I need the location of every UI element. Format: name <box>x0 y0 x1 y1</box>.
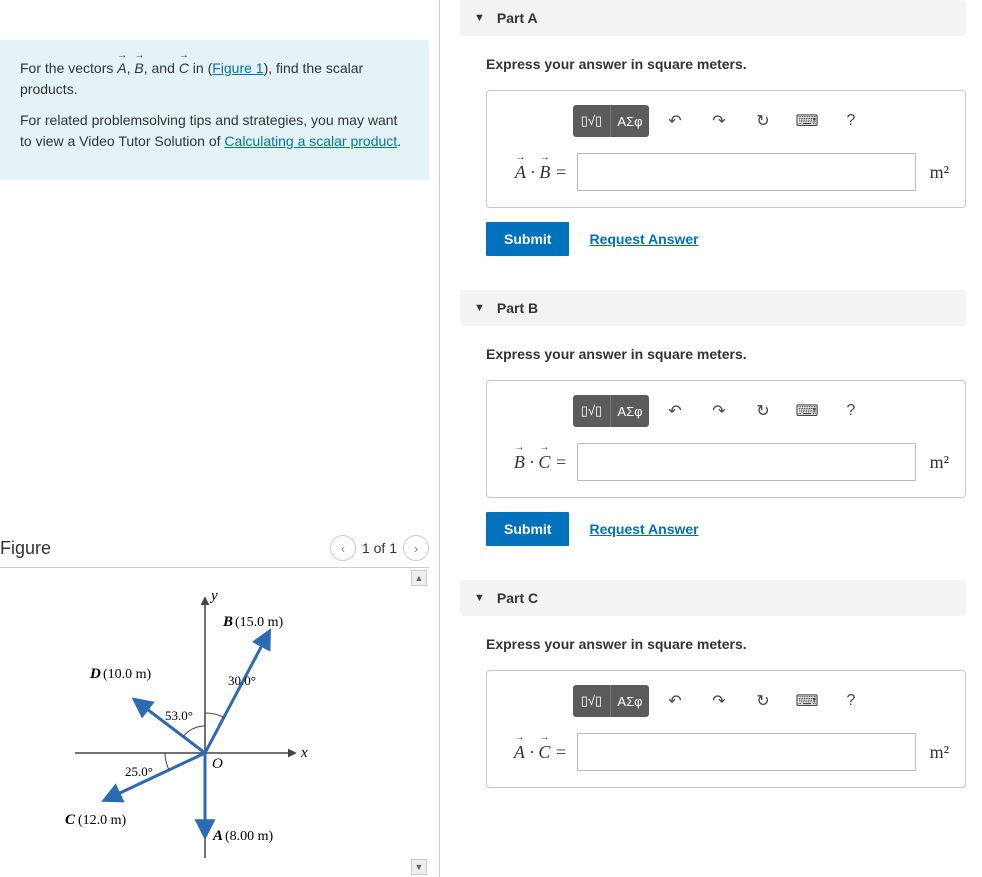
part-b-label: Part B <box>497 300 538 316</box>
figure-body: ▲ ▼ x y O B (1 <box>0 567 429 877</box>
undo-icon[interactable]: ↶ <box>657 685 693 717</box>
figure-scroll-down[interactable]: ▼ <box>411 859 427 875</box>
vector-diagram: x y O B (15.0 m) 30.0° D (10.0 m) 53.0° … <box>35 578 395 868</box>
part-a-request-link[interactable]: Request Answer <box>589 231 698 247</box>
svg-text:A: A <box>212 828 223 844</box>
part-c-header[interactable]: ▼ Part C <box>460 580 966 616</box>
part-a-instruction: Express your answer in square meters. <box>486 56 966 72</box>
axis-x-label: x <box>300 745 308 761</box>
figure-nav: ‹ 1 of 1 › <box>330 535 429 561</box>
reset-icon[interactable]: ↻ <box>745 685 781 717</box>
undo-icon[interactable]: ↶ <box>657 395 693 427</box>
angle-d: 53.0° <box>165 708 193 723</box>
figure-page-text: 1 of 1 <box>362 540 397 556</box>
part-b-answer-box: ▯√▯ ΑΣφ ↶ ↷ ↻ ⌨ ? B · C = m² <box>486 380 966 498</box>
keyboard-icon[interactable]: ⌨ <box>789 685 825 717</box>
tips-suffix: . <box>397 133 401 149</box>
figure-link[interactable]: Figure 1 <box>212 60 263 76</box>
part-b-input[interactable] <box>577 443 916 481</box>
caret-down-icon: ▼ <box>474 592 485 604</box>
part-c-toolbar: ▯√▯ ΑΣφ ↶ ↷ ↻ ⌨ ? <box>573 685 949 717</box>
part-b-request-link[interactable]: Request Answer <box>589 521 698 537</box>
part-b-unit: m² <box>930 452 949 473</box>
redo-icon[interactable]: ↷ <box>701 685 737 717</box>
svg-text:B: B <box>222 614 233 630</box>
part-c-input[interactable] <box>577 733 916 771</box>
vector-c: C <box>179 58 189 79</box>
part-a-answer-box: ▯√▯ ΑΣφ ↶ ↷ ↻ ⌨ ? A · B = m² <box>486 90 966 208</box>
template-button[interactable]: ▯√▯ <box>573 105 611 137</box>
part-b-submit-button[interactable]: Submit <box>486 512 569 546</box>
part-b-toolbar: ▯√▯ ΑΣφ ↶ ↷ ↻ ⌨ ? <box>573 395 949 427</box>
figure-header: Figure ‹ 1 of 1 › <box>0 529 429 567</box>
intro-prefix: For the vectors <box>20 60 117 76</box>
keyboard-icon[interactable]: ⌨ <box>789 105 825 137</box>
reset-icon[interactable]: ↻ <box>745 105 781 137</box>
part-c-unit: m² <box>930 742 949 763</box>
part-a-submit-button[interactable]: Submit <box>486 222 569 256</box>
caret-down-icon: ▼ <box>474 12 485 24</box>
part-c-answer-box: ▯√▯ ΑΣφ ↶ ↷ ↻ ⌨ ? A · C = m² <box>486 670 966 788</box>
part-c-label: Part C <box>497 590 538 606</box>
caret-down-icon: ▼ <box>474 302 485 314</box>
part-b-instruction: Express your answer in square meters. <box>486 346 966 362</box>
keyboard-icon[interactable]: ⌨ <box>789 395 825 427</box>
part-a-input[interactable] <box>577 153 916 191</box>
svg-text:C: C <box>65 812 76 828</box>
part-b-header[interactable]: ▼ Part B <box>460 290 966 326</box>
help-icon[interactable]: ? <box>833 395 869 427</box>
angle-b: 30.0° <box>228 673 256 688</box>
template-button[interactable]: ▯√▯ <box>573 685 611 717</box>
part-c-instruction: Express your answer in square meters. <box>486 636 966 652</box>
right-column: ▼ Part A Express your answer in square m… <box>440 0 982 877</box>
part-c-prefix: A · C = <box>503 742 567 763</box>
greek-button[interactable]: ΑΣφ <box>611 685 649 717</box>
figure-next-button[interactable]: › <box>403 535 429 561</box>
part-a-unit: m² <box>930 162 949 183</box>
part-b-prefix: B · C = <box>503 452 567 473</box>
help-icon[interactable]: ? <box>833 685 869 717</box>
svg-text:D: D <box>89 666 101 682</box>
reset-icon[interactable]: ↻ <box>745 395 781 427</box>
vec-c-mag: (12.0 m) <box>78 813 127 828</box>
part-a-header[interactable]: ▼ Part A <box>460 0 966 36</box>
problem-statement: For the vectors A, B, and C in (Figure 1… <box>0 40 429 180</box>
tips-link[interactable]: Calculating a scalar product <box>224 133 397 149</box>
figure-section: Figure ‹ 1 of 1 › ▲ ▼ <box>0 529 429 877</box>
left-column: For the vectors A, B, and C in (Figure 1… <box>0 0 440 877</box>
angle-c: 25.0° <box>125 764 153 779</box>
greek-button[interactable]: ΑΣφ <box>611 395 649 427</box>
vector-b: B <box>134 58 143 79</box>
part-a-prefix: A · B = <box>503 162 567 183</box>
origin-label: O <box>212 756 223 772</box>
axis-y-label: y <box>209 588 218 604</box>
greek-button[interactable]: ΑΣφ <box>611 105 649 137</box>
intro-mid: in ( <box>193 60 212 76</box>
undo-icon[interactable]: ↶ <box>657 105 693 137</box>
redo-icon[interactable]: ↷ <box>701 395 737 427</box>
help-icon[interactable]: ? <box>833 105 869 137</box>
part-a-toolbar: ▯√▯ ΑΣφ ↶ ↷ ↻ ⌨ ? <box>573 105 949 137</box>
figure-prev-button[interactable]: ‹ <box>330 535 356 561</box>
vector-a: A <box>117 58 126 79</box>
figure-title: Figure <box>0 538 51 559</box>
redo-icon[interactable]: ↷ <box>701 105 737 137</box>
figure-scroll-up[interactable]: ▲ <box>411 570 427 586</box>
vec-a-mag: (8.00 m) <box>225 829 274 844</box>
vec-d-mag: (10.0 m) <box>103 667 152 682</box>
vec-b-mag: (15.0 m) <box>235 615 284 630</box>
template-button[interactable]: ▯√▯ <box>573 395 611 427</box>
part-a-label: Part A <box>497 10 538 26</box>
